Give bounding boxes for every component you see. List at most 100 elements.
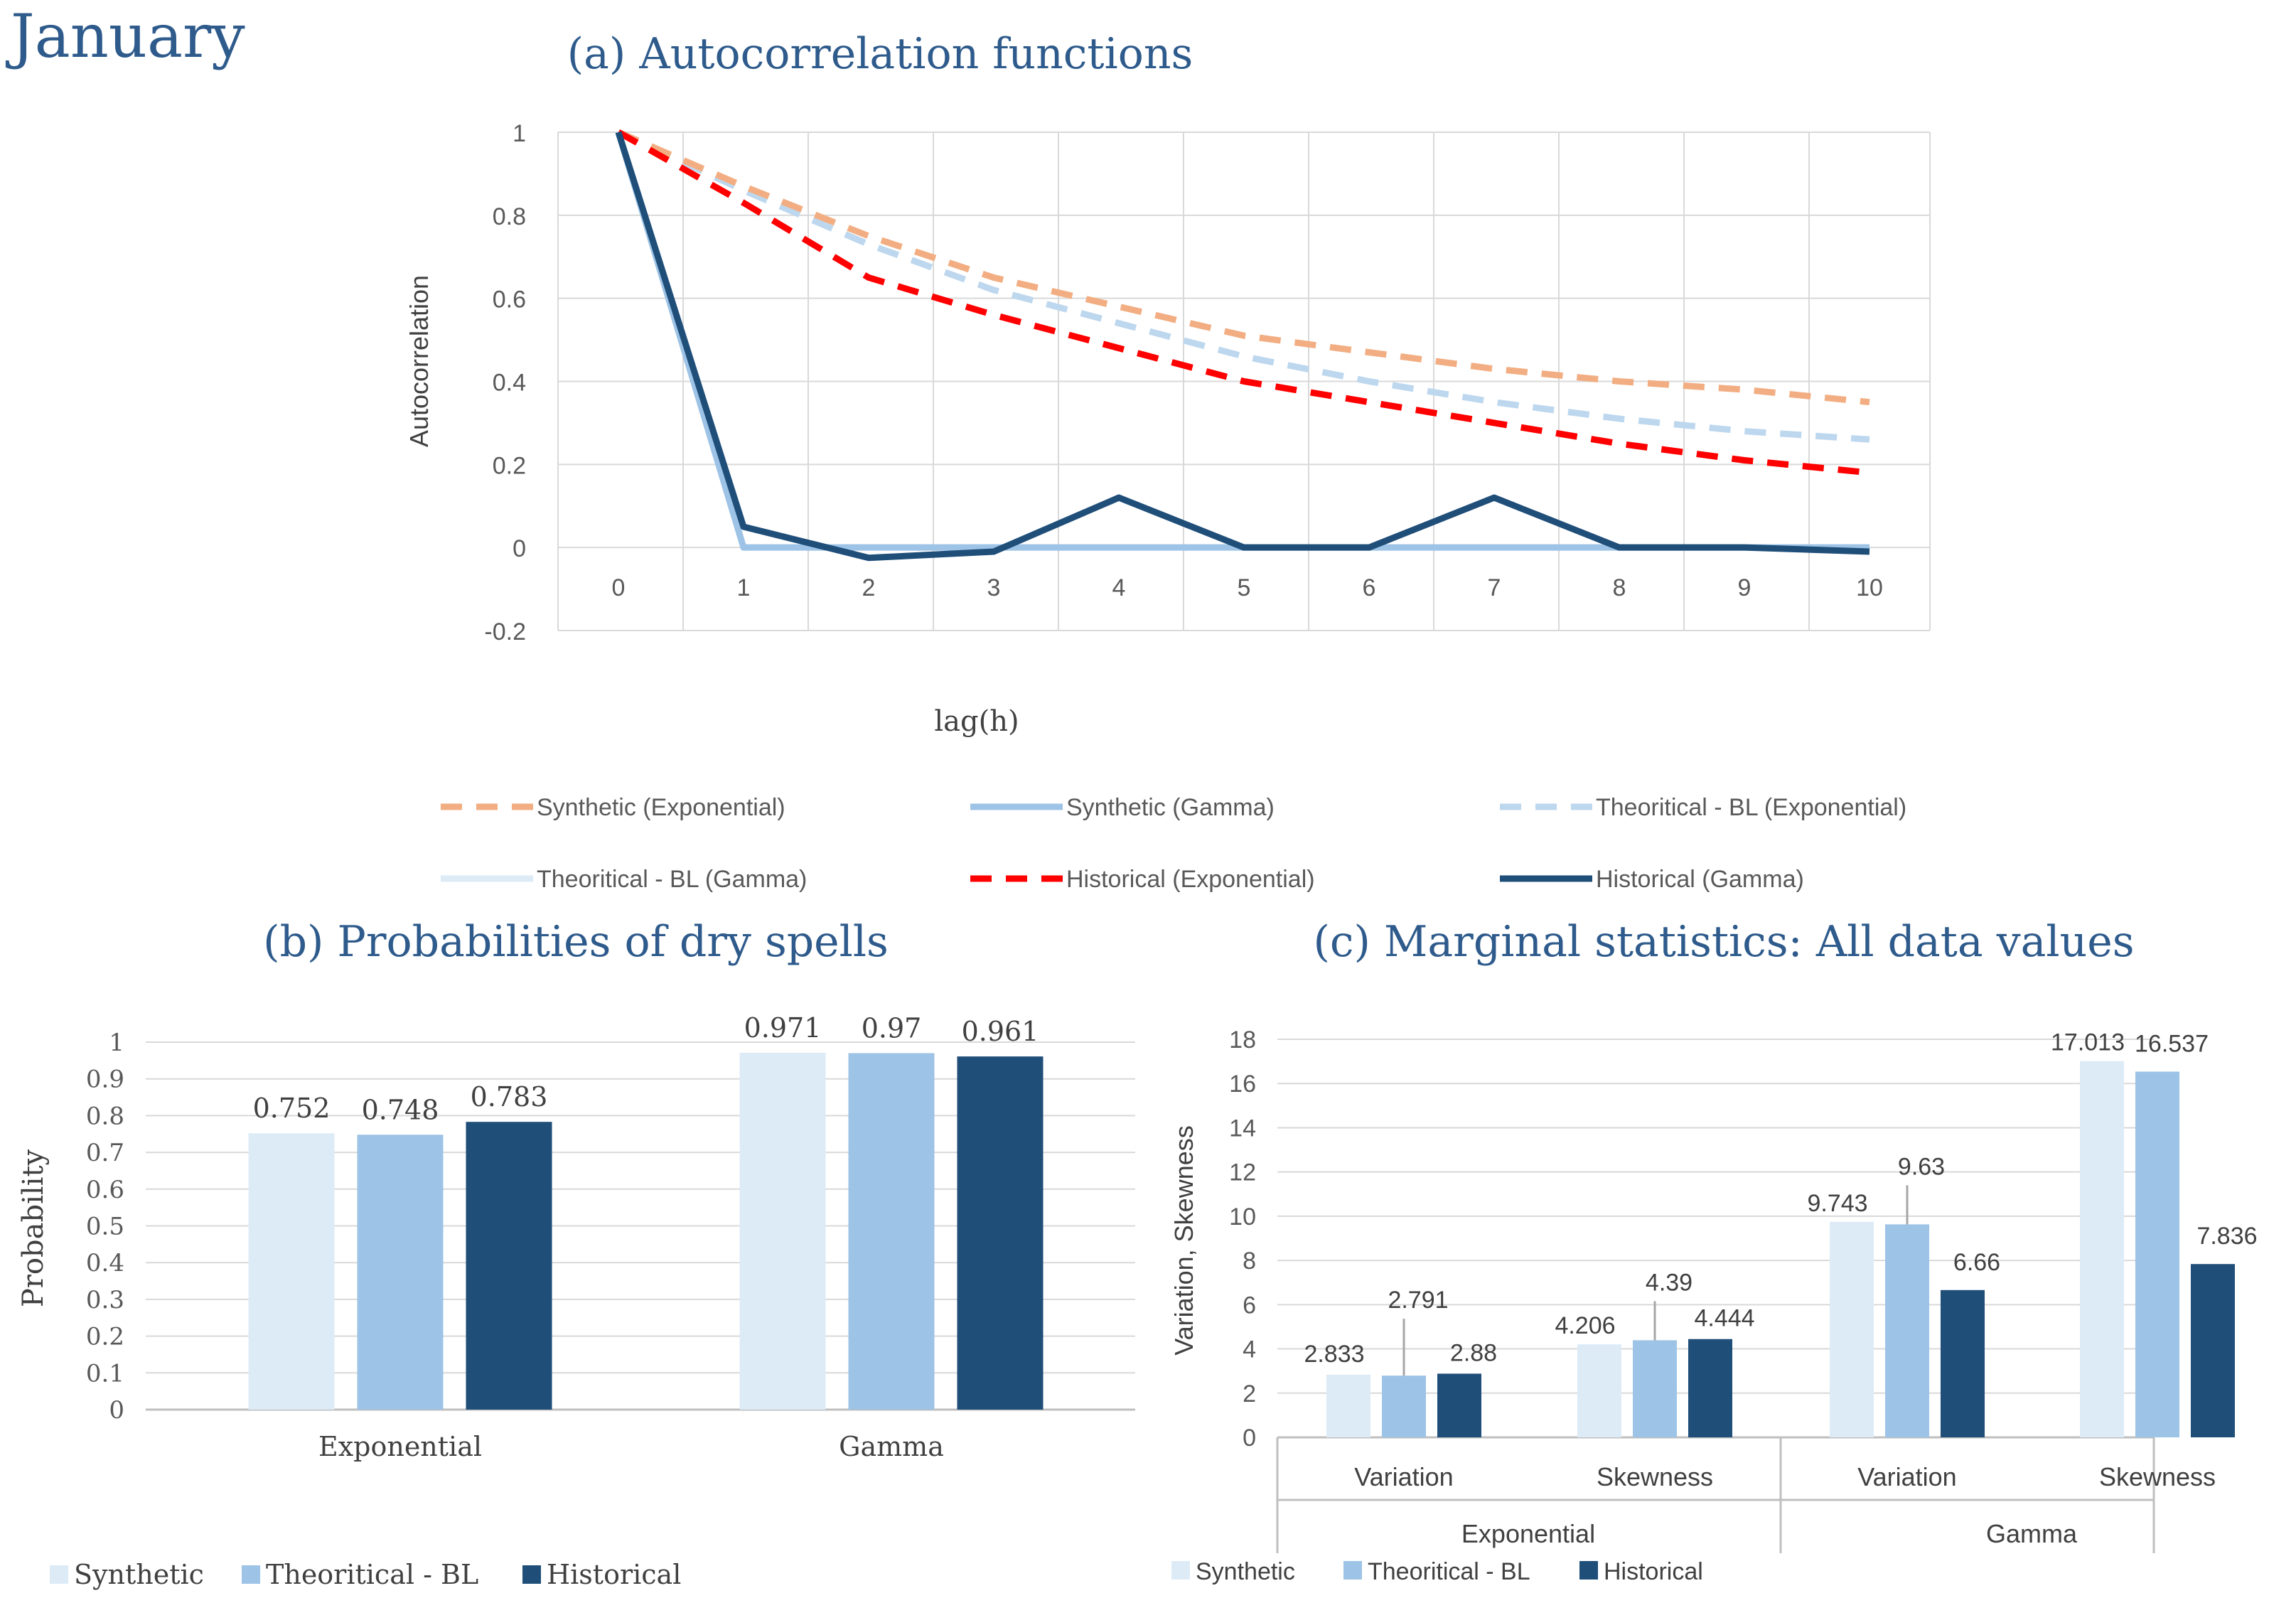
undefined-data-label: 7.836 <box>2196 1223 2257 1250</box>
undefined-legend-swatch-theoritical-bl <box>1343 1561 1362 1580</box>
undefined-data-label: 4.39 <box>1646 1269 1693 1296</box>
undefined-data-label: 4.206 <box>1555 1312 1615 1339</box>
undefined-data-label: 4.444 <box>1694 1305 1754 1332</box>
undefined-bar-historical <box>957 1056 1044 1410</box>
undefined-y-tick-label: 8 <box>1243 1248 1256 1275</box>
chart-c-title: (c) Marginal statistics: All data values <box>1313 917 2134 967</box>
undefined-data-label: 0.752 <box>253 1093 331 1124</box>
undefined-legend-label: Synthetic <box>74 1559 204 1590</box>
chart-a-x-tick-label: 9 <box>1738 574 1751 601</box>
undefined-data-label: 2.791 <box>1388 1287 1448 1314</box>
chart-a-legend-label: Historical (Gamma) <box>1596 866 1804 893</box>
chart-a-legend: Synthetic (Exponential) Synthetic (Gamma)… <box>441 794 1906 893</box>
undefined-data-label: 2.833 <box>1304 1341 1364 1368</box>
chart-b-y-axis-label: Probability <box>17 1149 50 1307</box>
undefined-bar-theoritical-bl <box>1885 1224 1929 1437</box>
undefined-category-label: Exponential <box>318 1431 482 1462</box>
undefined-data-label: 9.63 <box>1898 1153 1945 1180</box>
autocorrelation-chart: (a) Autocorrelation functions 1 0.8 0.6 0.4… <box>404 29 1931 893</box>
chart-a-line-synthetic-exponential <box>617 129 1870 406</box>
undefined-y-tick-label: 1 <box>109 1029 124 1057</box>
chart-a-line-theoritical-bl-exponential <box>617 129 1870 443</box>
undefined-legend-label: Historical <box>547 1559 681 1590</box>
chart-a-y-tick-label: 0.8 <box>493 203 526 230</box>
chart-a-line-historical-gamma <box>615 131 1870 562</box>
chart-a-line-historical-exponential <box>616 129 1870 476</box>
undefined-bar-historical <box>1688 1339 1732 1437</box>
chart-a-legend-label: Synthetic (Exponential) <box>537 794 785 821</box>
undefined-bar-synthetic <box>1577 1344 1621 1437</box>
page-title: January <box>5 1 245 71</box>
chart-c-y-axis-label: Variation, Skewness <box>1169 1125 1198 1356</box>
marginal-statistics-chart: (c) Marginal statistics: All data values… <box>1169 917 2258 1585</box>
undefined-bar-theoritical-bl <box>357 1135 444 1410</box>
undefined-bar-theoritical-bl <box>2135 1071 2179 1437</box>
undefined-y-tick-label: 0.8 <box>86 1102 124 1130</box>
undefined-bar-synthetic <box>1830 1221 1874 1437</box>
undefined-y-tick-label: 18 <box>1229 1026 1256 1053</box>
chart-a-y-tick-label: 0.4 <box>493 370 526 397</box>
chart-a-legend-label: Theoritical - BL (Gamma) <box>537 866 807 893</box>
undefined-y-tick-label: 0.1 <box>86 1359 124 1388</box>
chart-a-y-tick-label: 0.2 <box>493 452 526 479</box>
undefined-legend-label: Historical <box>1604 1558 1703 1585</box>
chart-a-line-synthetic-gamma <box>615 131 1869 551</box>
chart-a-x-axis-label: lag(h) <box>934 705 1019 738</box>
undefined-y-tick-label: 0.9 <box>86 1066 124 1094</box>
undefined-y-tick-label: 6 <box>1243 1292 1256 1319</box>
chart-a-y-tick-label: -0.2 <box>484 618 526 645</box>
chart-a-y-tick-label: 0 <box>513 535 526 562</box>
undefined-y-tick-label: 4 <box>1243 1336 1256 1363</box>
undefined-y-tick-label: 0 <box>1243 1425 1256 1452</box>
undefined-data-label: 9.743 <box>1807 1190 1867 1217</box>
undefined-bar-historical <box>1941 1289 1985 1437</box>
undefined-legend-label: Theoritical - BL <box>266 1559 478 1590</box>
undefined-bar-historical <box>1437 1373 1481 1437</box>
undefined-legend-swatch-historical <box>522 1565 541 1584</box>
undefined-data-label: 0.97 <box>862 1013 922 1044</box>
undefined-data-label: 0.783 <box>471 1081 548 1112</box>
chart-b-legend: Synthetic Theoritical - BL Historical <box>50 1559 681 1590</box>
undefined-bar-theoritical-bl <box>848 1053 935 1410</box>
chart-a-y-axis-label: Autocorrelation <box>404 275 434 447</box>
undefined-bar-synthetic <box>1326 1374 1370 1437</box>
undefined-data-label: 0.961 <box>962 1016 1039 1047</box>
chart-a-x-tick-label: 0 <box>612 574 626 601</box>
chart-a-x-tick-label: 4 <box>1112 574 1126 601</box>
undefined-legend-swatch-synthetic <box>1171 1561 1190 1580</box>
chart-a-y-tick-label: 1 <box>513 120 526 147</box>
chart-a-line-theoritical-bl-gamma <box>615 131 1869 551</box>
chart-a-x-tick-label: 1 <box>737 574 751 601</box>
undefined-y-tick-label: 0 <box>109 1396 124 1425</box>
chart-a-legend-label: Historical (Exponential) <box>1066 866 1315 893</box>
chart-c-group-label: Gamma <box>1986 1519 2078 1548</box>
chart-a-x-tick-label: 2 <box>862 574 876 601</box>
chart-a-x-tick-label: 8 <box>1613 574 1626 601</box>
undefined-y-tick-label: 12 <box>1229 1159 1256 1186</box>
chart-a-x-tick-label: 5 <box>1238 574 1251 601</box>
undefined-bar-historical <box>2191 1264 2235 1437</box>
undefined-bar-synthetic <box>248 1133 335 1410</box>
undefined-y-tick-label: 0.7 <box>86 1139 124 1167</box>
chart-a-x-tick-label: 7 <box>1488 574 1501 601</box>
undefined-y-tick-label: 0.3 <box>86 1286 124 1314</box>
undefined-legend-label: Synthetic <box>1196 1558 1295 1585</box>
chart-c-group-label: Exponential <box>1461 1519 1595 1548</box>
chart-a-x-tick-label: 10 <box>1856 574 1883 601</box>
dry-spells-chart: (b) Probabilities of dry spells 1 0.9 0.8 0… <box>17 917 1135 1590</box>
undefined-bar-historical <box>466 1122 552 1410</box>
undefined-category-label: Variation <box>1354 1462 1453 1491</box>
undefined-category-label: Variation <box>1857 1462 1956 1491</box>
undefined-category-label: Skewness <box>1597 1462 1713 1491</box>
undefined-data-label: 0.748 <box>362 1094 439 1125</box>
undefined-y-tick-label: 2 <box>1243 1380 1256 1407</box>
undefined-data-label: 0.971 <box>744 1012 822 1044</box>
undefined-bar-synthetic <box>2080 1061 2124 1437</box>
undefined-y-tick-label: 10 <box>1229 1203 1256 1230</box>
chart-c-legend: Synthetic Theoritical - BL Historical <box>1171 1558 1703 1585</box>
undefined-y-tick-label: 0.2 <box>86 1323 124 1351</box>
undefined-y-tick-label: 14 <box>1229 1115 1256 1142</box>
undefined-y-tick-label: 0.6 <box>86 1176 124 1204</box>
undefined-data-label: 2.88 <box>1450 1339 1497 1366</box>
undefined-legend-swatch-synthetic <box>50 1565 68 1584</box>
